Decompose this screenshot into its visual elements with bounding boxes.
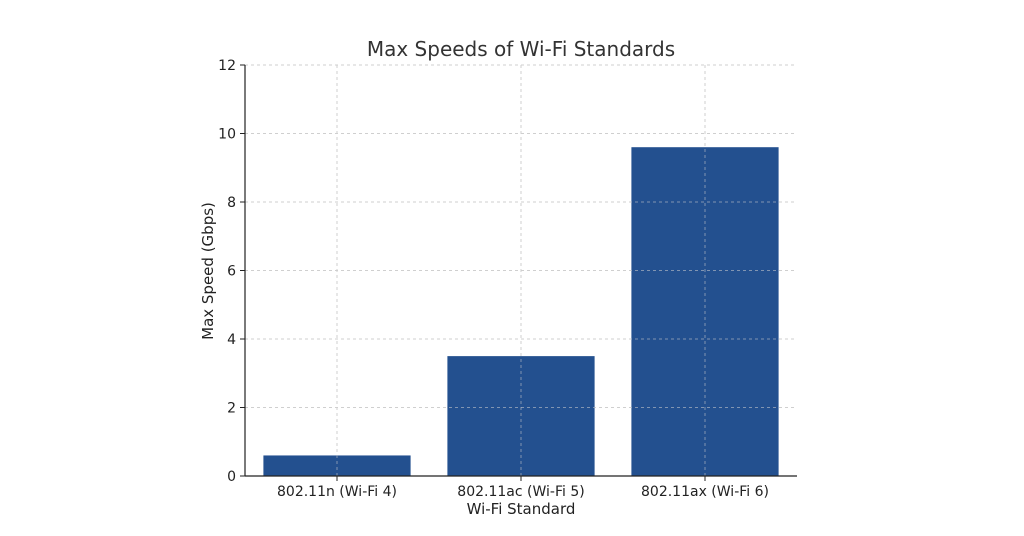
y-tick-label: 10 (218, 127, 236, 143)
y-ticks: 0 2 4 6 8 10 12 (218, 58, 245, 485)
y-axis-label: Max Speed (Gbps) (199, 202, 217, 340)
y-tick-label: 2 (227, 401, 236, 417)
chart-title: Max Speeds of Wi-Fi Standards (367, 37, 675, 61)
x-tick-label: 802.11n (Wi-Fi 4) (277, 484, 397, 500)
bar (447, 356, 595, 476)
bars (245, 64, 797, 476)
y-tick-label: 0 (227, 469, 236, 485)
x-axis-label: Wi-Fi Standard (467, 500, 576, 518)
y-tick-label: 12 (218, 58, 236, 74)
y-tick-label: 8 (227, 195, 236, 211)
y-tick-label: 4 (227, 332, 236, 348)
x-tick-label: 802.11ac (Wi-Fi 5) (457, 484, 584, 500)
bar (263, 455, 411, 476)
x-tick-label: 802.11ax (Wi-Fi 6) (641, 484, 769, 500)
x-ticks: 802.11n (Wi-Fi 4) 802.11ac (Wi-Fi 5) 802.1… (277, 476, 769, 500)
y-tick-label: 6 (227, 264, 236, 280)
